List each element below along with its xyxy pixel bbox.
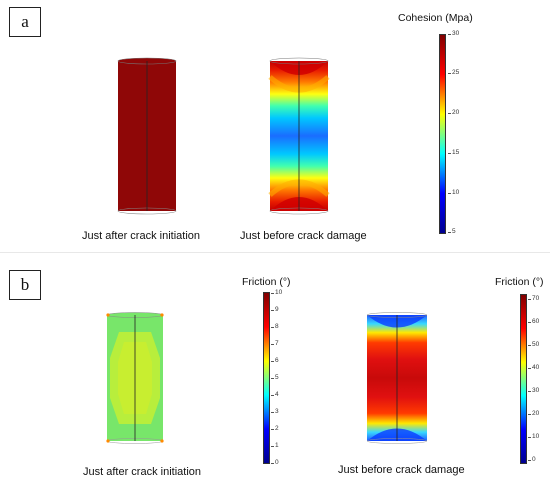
- colorbar-b1-tick: 8: [271, 323, 279, 330]
- colorbar-b1-tick: 1: [271, 442, 279, 449]
- caption-a-initiation: Just after crack initiation: [82, 230, 200, 242]
- colorbar-a-title: Cohesion (Mpa): [398, 12, 473, 24]
- colorbar-b1-tick: 5: [271, 374, 279, 381]
- colorbar-b1-tick: 4: [271, 391, 279, 398]
- cylinder-a-initiation: [117, 57, 177, 215]
- colorbar-b1-tick: 6: [271, 357, 279, 364]
- colorbar-b2: [520, 294, 527, 464]
- colorbar-b2-tick: 70: [527, 295, 540, 302]
- colorbar-a: [439, 34, 446, 234]
- colorbar-b1-tick: 0: [271, 459, 279, 466]
- colorbar-b1-tick: 9: [271, 306, 279, 313]
- colorbar-a-tick: 5: [448, 228, 456, 235]
- caption-b-initiation: Just after crack initiation: [83, 466, 201, 478]
- colorbar-b1-title: Friction (°): [242, 276, 291, 288]
- colorbar-b2-tick: 20: [527, 410, 540, 417]
- colorbar-a-tick: 10: [447, 189, 460, 196]
- colorbar-b2-tick: 30: [527, 387, 540, 394]
- cylinder-b-damage: [366, 312, 428, 444]
- colorbar-b1-tick: 3: [271, 408, 279, 415]
- colorbar-b2-tick: 60: [527, 318, 540, 325]
- colorbar-b1-tick: 7: [271, 340, 279, 347]
- cylinder-a-damage: [268, 57, 330, 215]
- colorbar-b1-tick: 10: [270, 289, 283, 296]
- cylinder-b-initiation: [106, 312, 164, 444]
- colorbar-a-tick: 20: [447, 109, 460, 116]
- colorbar-b2-title: Friction (°): [495, 276, 544, 288]
- caption-b-damage: Just before crack damage: [338, 464, 465, 476]
- colorbar-a-tick: 25: [447, 69, 460, 76]
- panel-divider: [0, 252, 550, 253]
- colorbar-b2-tick: 0: [528, 456, 536, 463]
- panel-label-a: a: [9, 7, 41, 37]
- colorbar-b2-tick: 40: [527, 364, 540, 371]
- panel-label-b: b: [9, 270, 41, 300]
- colorbar-b1: [263, 292, 270, 464]
- colorbar-a-tick: 15: [447, 149, 460, 156]
- colorbar-a-tick: 30: [447, 30, 460, 37]
- caption-a-damage: Just before crack damage: [240, 230, 367, 242]
- colorbar-b1-tick: 2: [271, 425, 279, 432]
- colorbar-b2-tick: 50: [527, 341, 540, 348]
- colorbar-b2-tick: 10: [527, 433, 540, 440]
